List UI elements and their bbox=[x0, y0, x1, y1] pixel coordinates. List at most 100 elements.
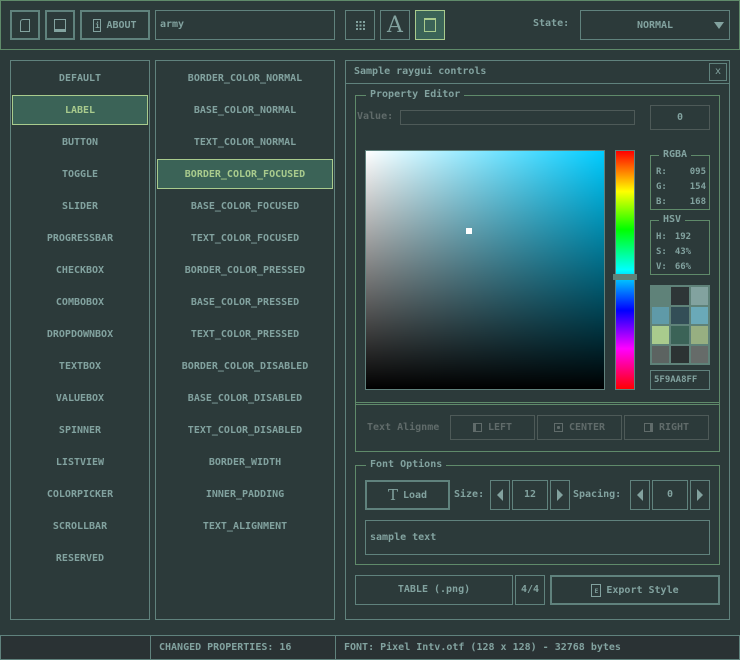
color-swatch[interactable] bbox=[652, 345, 670, 363]
control-list-item[interactable]: SCROLLBAR bbox=[52, 520, 108, 532]
grid-icon bbox=[355, 20, 365, 30]
b-value: 168 bbox=[689, 197, 706, 207]
align-center-icon bbox=[553, 423, 563, 432]
arrow-left-icon bbox=[497, 489, 503, 501]
property-list-item[interactable]: TEXT_COLOR_FOCUSED bbox=[190, 232, 300, 244]
save-button[interactable] bbox=[45, 10, 75, 40]
controls-list[interactable]: DEFAULT LABEL BUTTON TOGGLE SLIDER PROGRESSBA… bbox=[10, 60, 150, 620]
property-list-item[interactable]: TEXT_COLOR_PRESSED bbox=[190, 328, 300, 340]
control-list-item[interactable]: COLORPICKER bbox=[46, 488, 114, 500]
control-list-item[interactable]: LABEL bbox=[12, 95, 148, 125]
color-swatch[interactable] bbox=[652, 306, 670, 324]
folder-icon bbox=[20, 18, 30, 32]
control-list-item[interactable]: BUTTON bbox=[61, 136, 99, 148]
hue-bar[interactable] bbox=[613, 150, 637, 390]
about-button[interactable]: i ABOUT bbox=[80, 10, 150, 40]
font-toggle[interactable]: A bbox=[380, 10, 410, 40]
color-swatch[interactable] bbox=[690, 306, 708, 324]
color-swatch[interactable] bbox=[671, 326, 689, 344]
floppy-icon bbox=[54, 18, 66, 32]
property-list-item[interactable]: TEXT_ALIGNMENT bbox=[202, 520, 288, 532]
color-swatch[interactable] bbox=[690, 345, 708, 363]
color-swatch[interactable] bbox=[671, 287, 689, 305]
control-list-item[interactable]: LISTVIEW bbox=[55, 456, 105, 468]
color-swatch[interactable] bbox=[690, 287, 708, 305]
hex-value[interactable]: 5F9AA8FF bbox=[650, 370, 710, 390]
control-list-item[interactable]: COMBOBOX bbox=[55, 296, 105, 308]
control-list-item[interactable]: SPINNER bbox=[58, 424, 102, 436]
spacing-decrement[interactable] bbox=[630, 480, 650, 510]
color-swatch[interactable] bbox=[671, 306, 689, 324]
control-list-item[interactable]: TOGGLE bbox=[61, 168, 99, 180]
property-list-item[interactable]: BASE_COLOR_DISABLED bbox=[187, 392, 303, 404]
control-list-item[interactable]: DEFAULT bbox=[58, 72, 102, 84]
align-right-button[interactable]: RIGHT bbox=[624, 415, 709, 440]
align-center-button[interactable]: CENTER bbox=[537, 415, 622, 440]
align-left-button[interactable]: LEFT bbox=[450, 415, 535, 440]
property-list-item[interactable]: BASE_COLOR_NORMAL bbox=[193, 104, 297, 116]
control-list-item[interactable]: TEXTBOX bbox=[58, 360, 102, 372]
property-list-item[interactable]: BASE_COLOR_FOCUSED bbox=[190, 200, 300, 212]
property-list-item[interactable]: BORDER_WIDTH bbox=[208, 456, 282, 468]
color-picker-area[interactable] bbox=[365, 150, 605, 390]
s-value: 43% bbox=[674, 247, 692, 257]
property-list-item[interactable]: TEXT_COLOR_NORMAL bbox=[193, 136, 297, 148]
property-list-item[interactable]: BORDER_COLOR_PRESSED bbox=[184, 264, 306, 276]
property-list-item[interactable]: TEXT_COLOR_DISABLED bbox=[187, 424, 303, 436]
state-dropdown[interactable]: NORMAL bbox=[580, 10, 730, 40]
spacing-value[interactable]: 0 bbox=[652, 480, 688, 510]
property-list-item[interactable]: BORDER_COLOR_FOCUSED bbox=[157, 159, 333, 189]
control-list-item[interactable]: RESERVED bbox=[55, 552, 105, 564]
r-value: 095 bbox=[689, 167, 706, 177]
property-list-item[interactable]: BORDER_COLOR_DISABLED bbox=[181, 360, 309, 372]
page-indicator: 4/4 bbox=[515, 575, 545, 605]
font-icon: A bbox=[387, 12, 403, 38]
h-value: 192 bbox=[674, 232, 692, 242]
style-name-input[interactable]: army bbox=[155, 10, 335, 40]
property-list-item[interactable]: BASE_COLOR_PRESSED bbox=[190, 296, 300, 308]
properties-list[interactable]: BORDER_COLOR_NORMAL BASE_COLOR_NORMAL TEXT… bbox=[155, 60, 335, 620]
open-button[interactable] bbox=[10, 10, 40, 40]
control-list-item[interactable]: VALUEBOX bbox=[55, 392, 105, 404]
arrow-right-icon bbox=[697, 489, 703, 501]
size-value[interactable]: 12 bbox=[512, 480, 548, 510]
hue-slider-handle[interactable] bbox=[613, 274, 637, 281]
export-icon: E bbox=[591, 583, 602, 597]
control-list-item[interactable]: CHECKBOX bbox=[55, 264, 105, 276]
property-editor-group: Property Editor bbox=[355, 89, 720, 405]
control-list-item[interactable]: SLIDER bbox=[61, 200, 99, 212]
load-font-button[interactable]: T Load bbox=[365, 480, 450, 510]
picker-cursor[interactable] bbox=[466, 228, 472, 234]
close-button[interactable]: x bbox=[709, 63, 727, 81]
sample-text-input[interactable]: sample text bbox=[365, 520, 710, 555]
status-empty bbox=[0, 635, 151, 660]
property-list-item[interactable]: INNER_PADDING bbox=[205, 488, 285, 500]
table-dropdown[interactable]: TABLE (.png) bbox=[355, 575, 513, 605]
color-swatch[interactable] bbox=[690, 326, 708, 344]
font-options-group: Font Options bbox=[355, 459, 720, 565]
value-input[interactable] bbox=[400, 110, 635, 125]
size-decrement[interactable] bbox=[490, 480, 510, 510]
align-right-icon bbox=[643, 423, 653, 432]
spacing-increment[interactable] bbox=[690, 480, 710, 510]
control-list-item[interactable]: PROGRESSBAR bbox=[46, 232, 114, 244]
window-icon bbox=[424, 18, 436, 32]
rgba-group: RGBA R: 095 G: 154 B: 168 bbox=[650, 149, 710, 210]
property-list-item[interactable]: BORDER_COLOR_NORMAL bbox=[187, 72, 303, 84]
export-style-button[interactable]: E Export Style bbox=[550, 575, 720, 605]
v-value: 66% bbox=[674, 262, 692, 272]
close-icon: x bbox=[714, 66, 722, 77]
window-toggle[interactable] bbox=[415, 10, 445, 40]
info-icon: i bbox=[93, 18, 102, 32]
color-swatch[interactable] bbox=[671, 345, 689, 363]
text-icon: T bbox=[387, 486, 398, 504]
size-increment[interactable] bbox=[550, 480, 570, 510]
hsv-group: HSV H: 192 S: 43% V: 66% bbox=[650, 214, 710, 275]
color-swatch[interactable] bbox=[652, 287, 670, 305]
value-spinner[interactable]: 0 bbox=[650, 105, 710, 130]
size-label: Size: bbox=[454, 489, 485, 500]
color-swatches bbox=[650, 285, 710, 365]
color-swatch[interactable] bbox=[652, 326, 670, 344]
control-list-item[interactable]: DROPDOWNBOX bbox=[46, 328, 114, 340]
grid-toggle[interactable] bbox=[345, 10, 375, 40]
